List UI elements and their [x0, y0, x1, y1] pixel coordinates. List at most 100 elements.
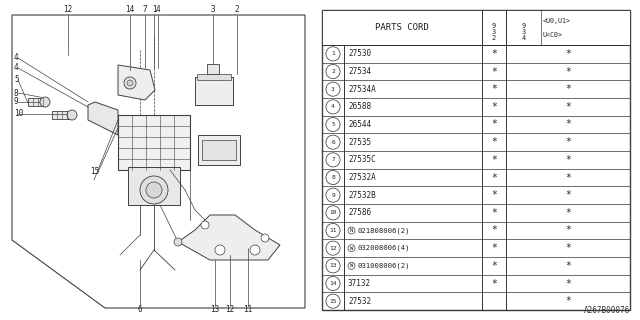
Text: *: *	[565, 84, 571, 94]
Text: W: W	[350, 246, 353, 251]
Circle shape	[326, 64, 340, 79]
Text: *: *	[565, 190, 571, 200]
Text: 5: 5	[331, 122, 335, 127]
Circle shape	[326, 188, 340, 202]
Text: 27535: 27535	[348, 138, 371, 147]
Text: 10: 10	[329, 210, 337, 215]
Text: 8: 8	[14, 89, 19, 98]
Text: *: *	[491, 226, 497, 236]
Text: *: *	[491, 278, 497, 289]
Circle shape	[261, 234, 269, 242]
Text: 27534A: 27534A	[348, 85, 376, 94]
Text: 27535C: 27535C	[348, 155, 376, 164]
Text: 14: 14	[329, 281, 337, 286]
Text: *: *	[491, 67, 497, 76]
Text: W: W	[350, 263, 353, 268]
Text: 26544: 26544	[348, 120, 371, 129]
Text: 031008006(2): 031008006(2)	[357, 263, 410, 269]
Text: PARTS CORD: PARTS CORD	[375, 23, 429, 32]
Text: *: *	[565, 49, 571, 59]
Text: 37132: 37132	[348, 279, 371, 288]
Circle shape	[140, 176, 168, 204]
Text: *: *	[565, 137, 571, 147]
Text: 4: 4	[331, 104, 335, 109]
Text: 15: 15	[90, 167, 99, 177]
Text: *: *	[565, 155, 571, 165]
Circle shape	[348, 245, 355, 252]
Text: *: *	[565, 261, 571, 271]
Text: 3: 3	[211, 5, 215, 14]
Bar	[118, 115, 190, 170]
Text: *: *	[491, 172, 497, 182]
Circle shape	[326, 259, 340, 273]
Text: 13: 13	[329, 263, 337, 268]
Circle shape	[250, 245, 260, 255]
Circle shape	[326, 153, 340, 167]
Text: 12: 12	[63, 5, 72, 14]
Circle shape	[326, 223, 340, 237]
Text: 15: 15	[329, 299, 337, 304]
Text: *: *	[491, 243, 497, 253]
Text: 5: 5	[14, 76, 19, 84]
Text: *: *	[491, 261, 497, 271]
Text: 4: 4	[521, 35, 525, 41]
Text: 3: 3	[331, 87, 335, 92]
Circle shape	[326, 100, 340, 114]
Text: 27532B: 27532B	[348, 191, 376, 200]
Text: *: *	[491, 84, 497, 94]
Text: A267B00076: A267B00076	[584, 306, 630, 315]
Bar	[207, 64, 219, 74]
Circle shape	[215, 245, 225, 255]
Bar	[322, 10, 482, 45]
Text: 26588: 26588	[348, 102, 371, 111]
Text: *: *	[565, 243, 571, 253]
Circle shape	[326, 82, 340, 96]
Text: 1: 1	[331, 51, 335, 56]
Text: 9: 9	[331, 193, 335, 198]
Text: 2: 2	[235, 5, 239, 14]
Text: U<C0>: U<C0>	[543, 32, 563, 38]
Text: *: *	[565, 119, 571, 130]
Text: *: *	[491, 155, 497, 165]
Text: N: N	[350, 228, 353, 233]
Polygon shape	[88, 102, 118, 135]
Text: *: *	[491, 190, 497, 200]
Text: 7: 7	[143, 5, 147, 14]
Text: 12: 12	[329, 246, 337, 251]
Text: 032008006(4): 032008006(4)	[357, 245, 410, 252]
Bar	[197, 74, 231, 80]
Text: *: *	[491, 208, 497, 218]
Text: 021808006(2): 021808006(2)	[357, 227, 410, 234]
Text: 27530: 27530	[348, 49, 371, 58]
Circle shape	[326, 276, 340, 291]
Text: 14: 14	[125, 5, 134, 14]
Text: 2: 2	[492, 35, 496, 41]
Circle shape	[174, 238, 182, 246]
Text: *: *	[491, 49, 497, 59]
Circle shape	[348, 262, 355, 269]
Text: *: *	[565, 208, 571, 218]
Circle shape	[326, 47, 340, 61]
Text: *: *	[491, 102, 497, 112]
Circle shape	[326, 117, 340, 132]
Text: 4: 4	[156, 5, 160, 14]
Circle shape	[348, 227, 355, 234]
Polygon shape	[118, 65, 155, 100]
Bar	[482, 10, 506, 45]
Circle shape	[201, 221, 209, 229]
Text: *: *	[565, 278, 571, 289]
Circle shape	[326, 135, 340, 149]
Bar	[195, 77, 233, 105]
Text: 6: 6	[138, 306, 142, 315]
Text: 7: 7	[331, 157, 335, 162]
Text: 1: 1	[152, 5, 156, 14]
Circle shape	[326, 206, 340, 220]
Circle shape	[326, 171, 340, 185]
Text: 3: 3	[492, 29, 496, 35]
Bar	[128, 167, 180, 205]
Text: 27532: 27532	[348, 297, 371, 306]
Text: 9: 9	[492, 23, 496, 29]
Text: *: *	[565, 67, 571, 76]
Text: 27586: 27586	[348, 208, 371, 217]
Circle shape	[146, 182, 162, 198]
